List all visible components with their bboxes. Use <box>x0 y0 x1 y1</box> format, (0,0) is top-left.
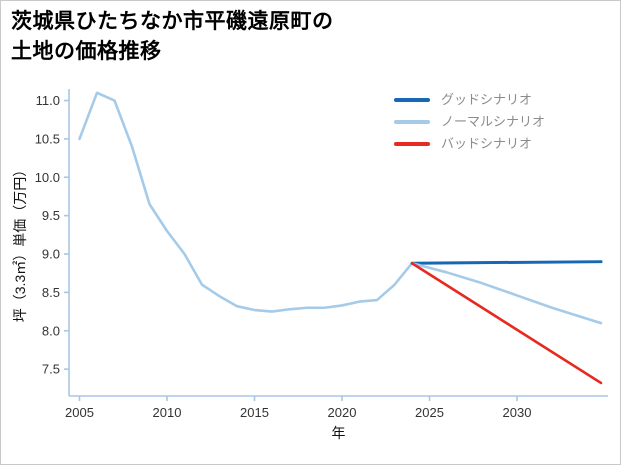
legend-label-good: グッドシナリオ <box>441 92 533 107</box>
chart-legend: グッドシナリオ ノーマルシナリオ バッドシナリオ <box>394 93 545 151</box>
y-tick-label: 9.0 <box>42 247 60 262</box>
legend-item-good: グッドシナリオ <box>394 93 545 107</box>
y-tick-label: 9.5 <box>42 208 60 223</box>
x-tick-label: 2025 <box>415 405 444 420</box>
page-title-line1: 茨城県ひたちなか市平磯遠原町の <box>11 10 334 33</box>
x-tick-label: 2005 <box>65 405 94 420</box>
y-tick-label: 8.5 <box>42 285 60 300</box>
y-tick-label: 10.5 <box>35 131 60 146</box>
legend-swatch-bad <box>394 142 430 146</box>
y-tick-label: 11.0 <box>36 93 60 108</box>
legend-label-normal: ノーマルシナリオ <box>441 114 546 129</box>
y-tick-label: 8.0 <box>42 323 60 338</box>
y-tick-label: 7.5 <box>42 362 60 377</box>
legend-swatch-good <box>394 98 430 102</box>
series-line-normal <box>410 261 603 325</box>
page-title-line2: 土地の価格推移 <box>11 40 162 64</box>
series-line-good <box>410 260 603 265</box>
legend-label-bad: バッドシナリオ <box>441 136 533 151</box>
series-line-bad <box>410 261 603 385</box>
series-line-historical <box>78 91 414 313</box>
x-tick-label: 2020 <box>328 405 357 420</box>
page-title: 茨城県ひたちなか市平磯遠原町の 土地の価格推移 <box>11 7 334 68</box>
x-tick-label: 2015 <box>240 405 269 420</box>
legend-item-normal: ノーマルシナリオ <box>394 115 545 129</box>
legend-item-bad: バッドシナリオ <box>394 137 545 151</box>
legend-swatch-normal <box>394 120 430 124</box>
y-axis-label: 坪（3.3㎡）単価（万円） <box>12 163 28 322</box>
x-tick-label: 2010 <box>153 405 182 420</box>
x-axis-label: 年 <box>332 425 346 441</box>
y-tick-label: 10.0 <box>35 170 60 185</box>
x-tick-label: 2030 <box>503 405 532 420</box>
